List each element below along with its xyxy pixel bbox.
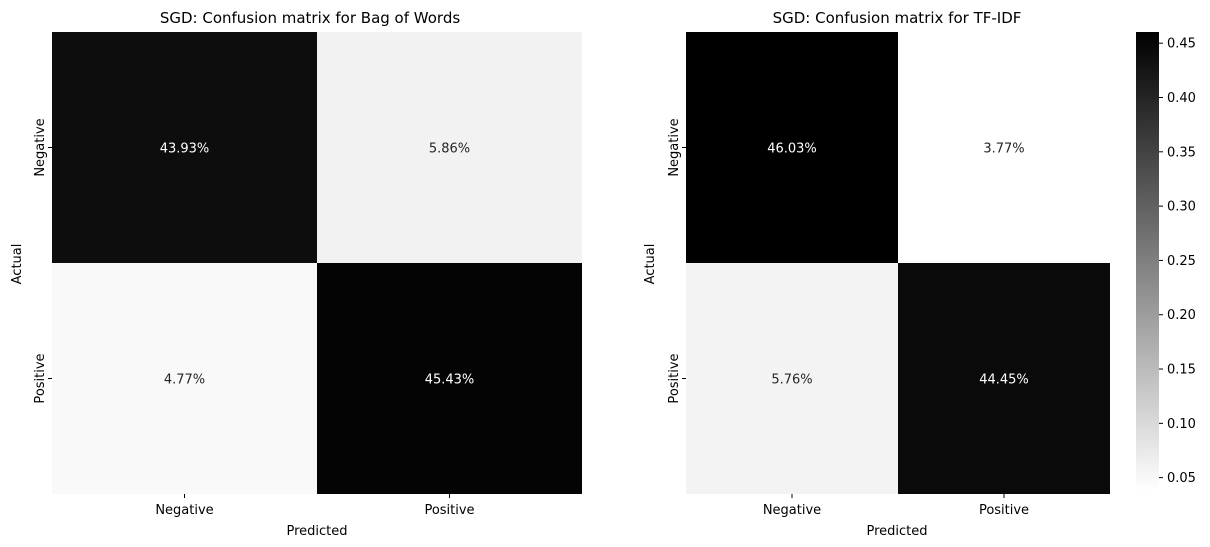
cell-value-label: 4.77% <box>164 373 205 388</box>
heatmap-bag-of-words: SGD: Confusion matrix for Bag of Words 4… <box>10 9 582 539</box>
colorbar-gradient <box>1136 32 1159 491</box>
y-axis-label: Actual <box>643 244 658 285</box>
colorbar-tick-label: 0.25 <box>1167 254 1196 269</box>
cell-value-label: 5.86% <box>429 142 470 157</box>
colorbar-tick-label: 0.40 <box>1167 91 1196 106</box>
colorbar-tick-label: 0.30 <box>1167 200 1196 215</box>
heatmap-cell <box>686 32 898 263</box>
heatmap-tf-idf: SGD: Confusion matrix for TF-IDF 46.03% 3… <box>643 9 1110 539</box>
colorbar-tick-label: 0.20 <box>1167 308 1196 323</box>
y-axis-label: Actual <box>10 244 25 285</box>
heatmap-cell <box>898 263 1110 494</box>
heatmap-cell <box>52 32 317 263</box>
y-tick-label: Positive <box>33 353 48 403</box>
colorbar-tick-label: 0.45 <box>1167 37 1196 52</box>
colorbar-tick-label: 0.05 <box>1167 471 1196 486</box>
colorbar-tick-label: 0.35 <box>1167 145 1196 160</box>
heatmap-cell <box>52 263 317 494</box>
x-tick-label: Negative <box>155 503 213 518</box>
cell-value-label: 3.77% <box>983 142 1024 157</box>
colorbar: 0.05 0.10 0.15 0.20 0.25 0.30 0.35 0.40 0.45 <box>1136 32 1196 491</box>
x-axis-label: Predicted <box>866 524 927 539</box>
x-tick-label: Positive <box>424 503 474 518</box>
heatmap-cell <box>317 263 582 494</box>
colorbar-tick-label: 0.10 <box>1167 417 1196 432</box>
cell-value-label: 45.43% <box>425 373 475 388</box>
cell-value-label: 5.76% <box>771 373 812 388</box>
cell-value-label: 46.03% <box>767 142 817 157</box>
x-tick-label: Negative <box>763 503 821 518</box>
chart-title: SGD: Confusion matrix for TF-IDF <box>773 9 1022 27</box>
colorbar-tick-label: 0.15 <box>1167 363 1196 378</box>
cell-value-label: 44.45% <box>979 373 1029 388</box>
cell-value-label: 43.93% <box>160 142 210 157</box>
heatmap-cell <box>686 263 898 494</box>
x-tick-label: Positive <box>979 503 1029 518</box>
y-tick-label: Negative <box>667 118 682 176</box>
chart-title: SGD: Confusion matrix for Bag of Words <box>160 9 461 27</box>
heatmap-cell <box>317 32 582 263</box>
y-tick-label: Positive <box>667 353 682 403</box>
x-axis-label: Predicted <box>286 524 347 539</box>
heatmap-cell <box>898 32 1110 263</box>
y-tick-label: Negative <box>33 118 48 176</box>
